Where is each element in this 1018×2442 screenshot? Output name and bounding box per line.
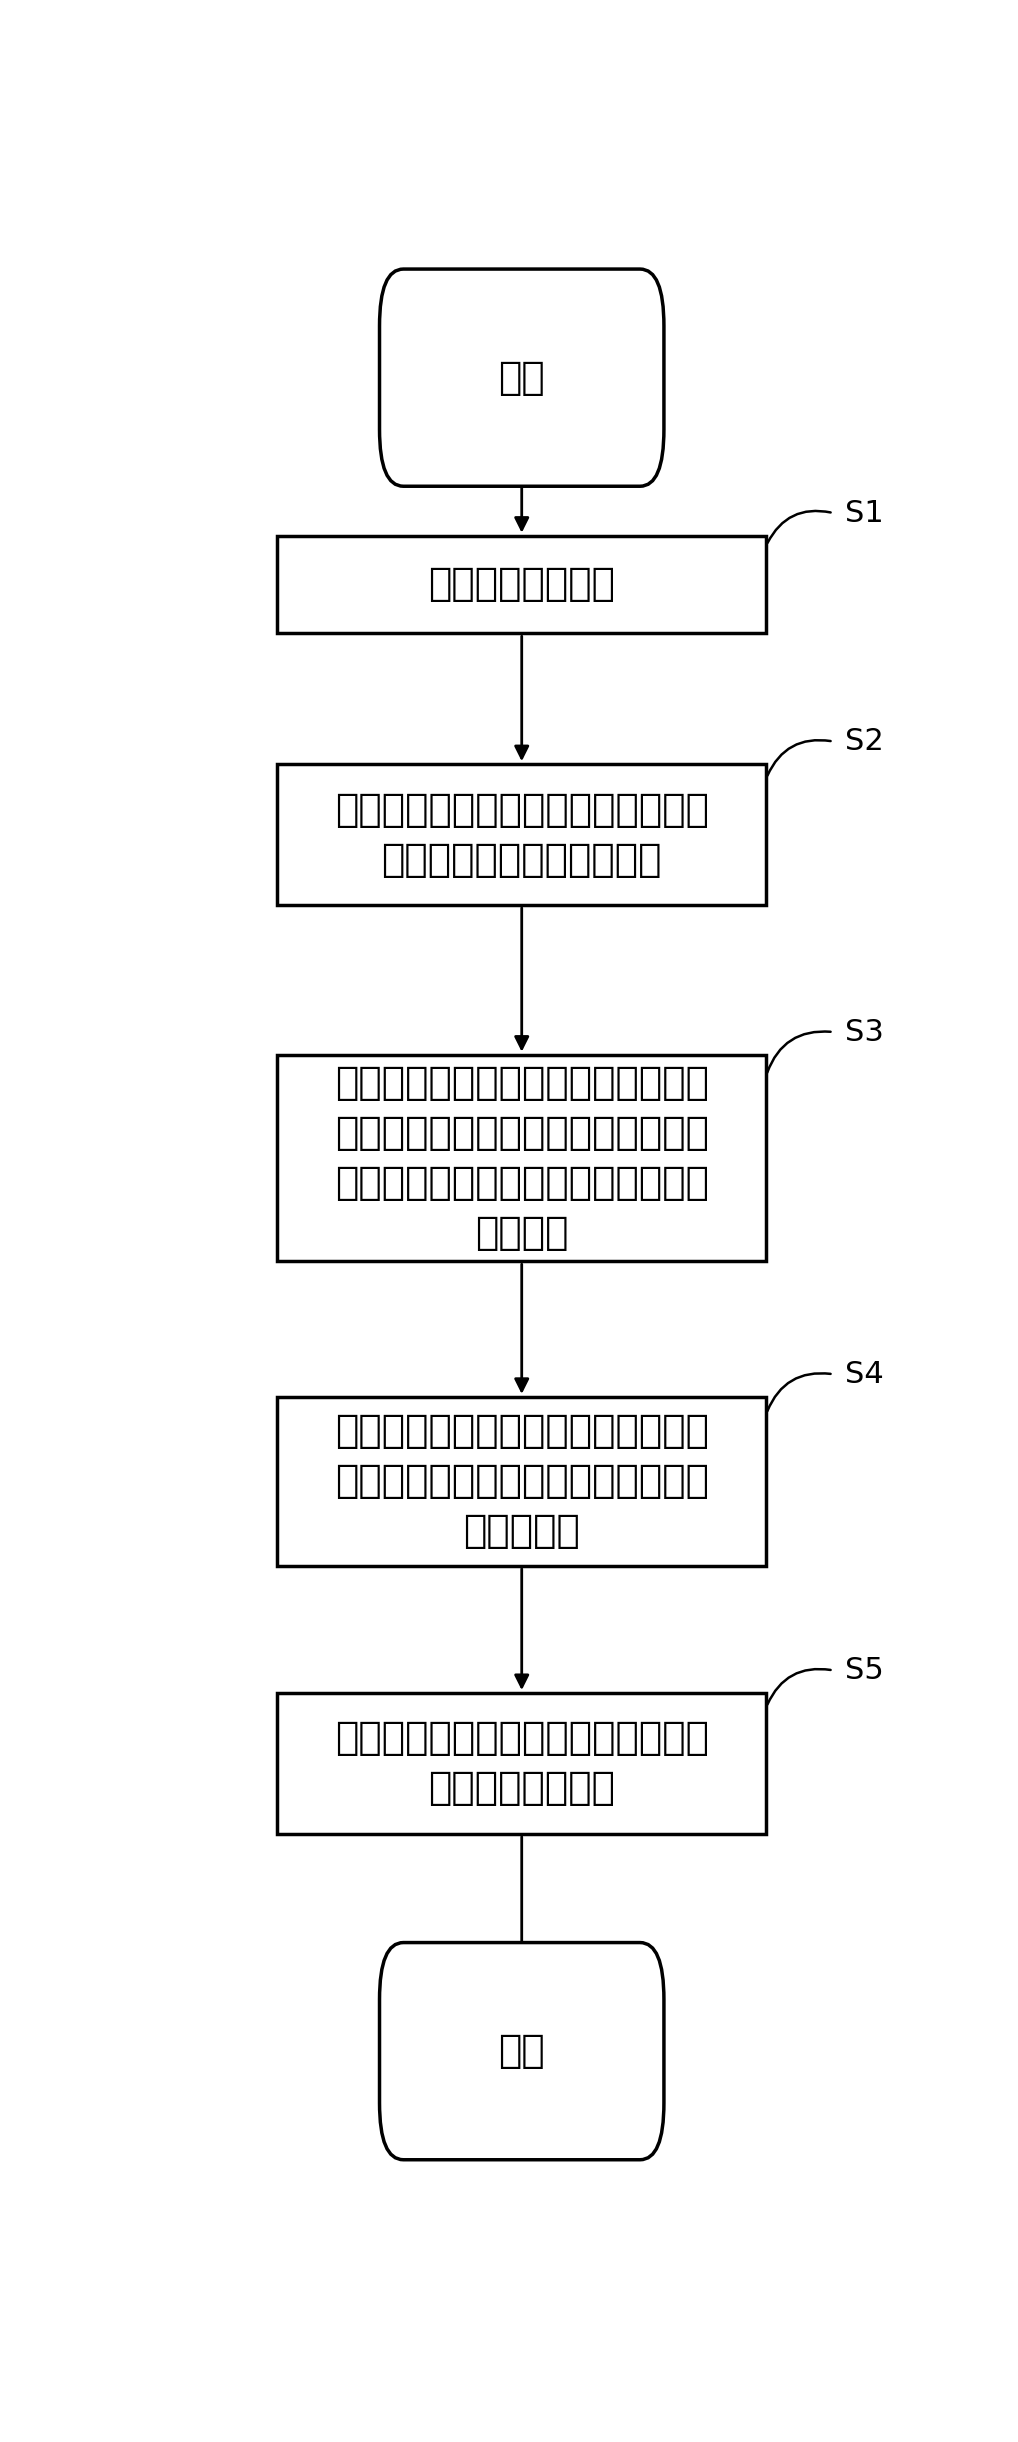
Bar: [277, 764, 767, 906]
Text: S1: S1: [845, 498, 884, 527]
Text: 结束: 结束: [499, 2032, 545, 2071]
Text: S2: S2: [845, 728, 884, 757]
Text: 将所述实时预测结果发送至处理器，
以实时控制交通灯: 将所述实时预测结果发送至处理器， 以实时控制交通灯: [335, 1719, 709, 1807]
Text: 开始: 开始: [499, 359, 545, 396]
Bar: [277, 1055, 767, 1263]
Bar: [277, 1692, 767, 1834]
Text: 获取手势视频图像: 获取手势视频图像: [429, 567, 615, 603]
Bar: [277, 535, 767, 632]
FancyBboxPatch shape: [380, 1941, 664, 2159]
Text: S3: S3: [845, 1018, 884, 1048]
Text: 将所述手势视频图像的轮廓作为测试
集和训练集，利用卷积神经网络对所
述测试集和训练集进行训练，以得到
训练模型: 将所述手势视频图像的轮廓作为测试 集和训练集，利用卷积神经网络对所 述测试集和训…: [335, 1065, 709, 1253]
Text: 对所述手势视频图像进行处理，以提
取所述手势视频图像的轮廓: 对所述手势视频图像进行处理，以提 取所述手势视频图像的轮廓: [335, 791, 709, 879]
Bar: [277, 1397, 767, 1565]
Text: 对所述训练模型进行加载，对所述手
势视频图像进行实时预测，以得到实
时预测结果: 对所述训练模型进行加载，对所述手 势视频图像进行实时预测，以得到实 时预测结果: [335, 1411, 709, 1551]
Text: S5: S5: [845, 1656, 884, 1685]
Text: S4: S4: [845, 1360, 884, 1389]
FancyBboxPatch shape: [380, 269, 664, 486]
